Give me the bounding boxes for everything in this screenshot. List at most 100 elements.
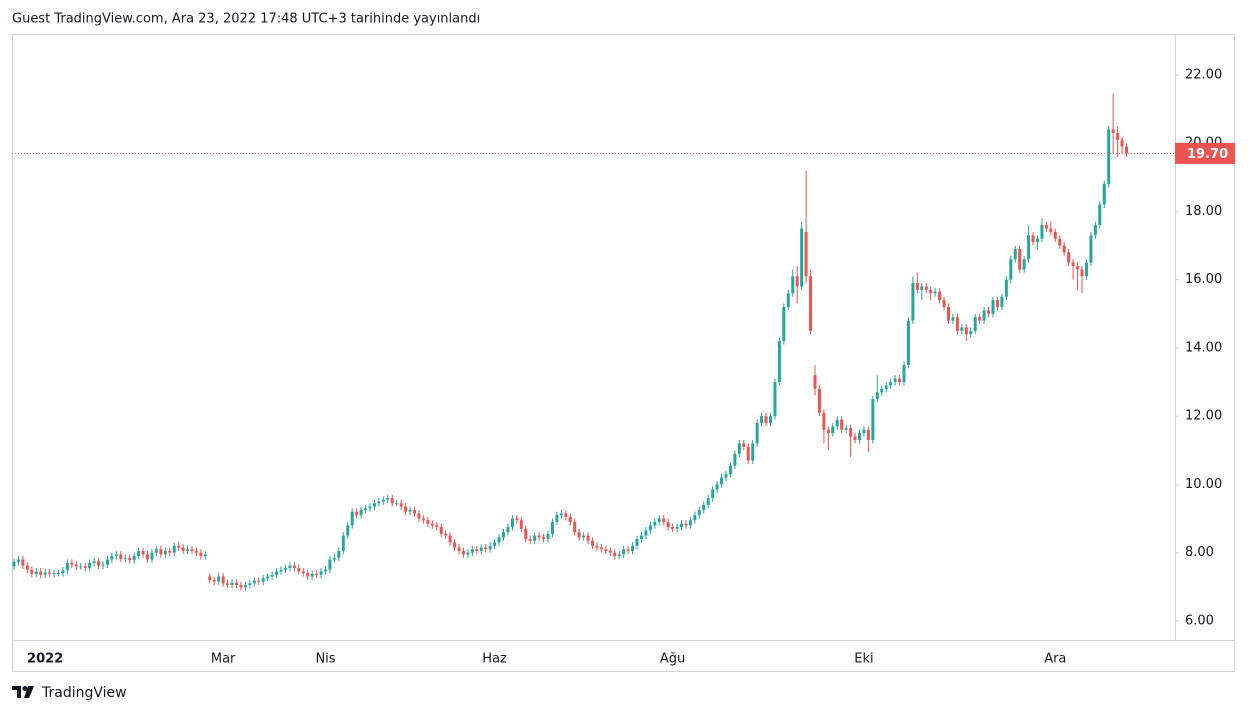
candle-body <box>502 532 505 538</box>
candle-body <box>114 554 118 557</box>
candle-body <box>809 276 813 331</box>
candle-body <box>1116 132 1120 140</box>
x-tick-label: Eki <box>854 652 873 667</box>
candle-body <box>506 527 510 533</box>
candle-body <box>355 511 359 516</box>
candle-body <box>871 399 875 441</box>
x-tick-label: Mar <box>211 652 236 667</box>
candle-body <box>724 474 728 478</box>
y-tick-label: 16.00 <box>1185 272 1222 287</box>
candle-body <box>822 412 826 430</box>
candle-body <box>328 559 332 570</box>
candle-body <box>364 508 368 510</box>
candle-body <box>662 518 666 522</box>
candle-body <box>1000 296 1004 307</box>
candle-body <box>132 556 136 561</box>
candle-body <box>898 378 902 383</box>
candle-body <box>172 545 176 553</box>
candle-body <box>230 582 234 586</box>
candle-body <box>924 286 928 290</box>
candle-body <box>933 291 937 294</box>
candle-body <box>1102 184 1106 205</box>
candle-body <box>639 535 643 539</box>
candle-body <box>141 550 145 555</box>
candle-body <box>21 559 25 566</box>
candle-body <box>386 498 390 500</box>
candle-body <box>626 549 630 551</box>
candle-body <box>1044 225 1048 229</box>
candle-body <box>359 509 363 516</box>
candle-body <box>800 228 804 287</box>
candle-body <box>310 573 314 577</box>
candle-body <box>795 276 799 287</box>
candle-body <box>915 283 919 290</box>
candle-body <box>301 571 305 574</box>
candle-body <box>1093 225 1097 236</box>
candle-body <box>1062 245 1066 253</box>
candle-body <box>813 375 817 389</box>
candle-body <box>1111 129 1115 133</box>
candle-body <box>586 535 590 541</box>
y-tick-label: 18.00 <box>1185 204 1222 219</box>
candle-body <box>288 565 292 569</box>
candle-body <box>266 576 270 579</box>
candle-body <box>484 547 488 550</box>
candle-body <box>742 443 746 447</box>
candle-body <box>186 549 190 551</box>
candle-body <box>283 568 287 570</box>
candle-body <box>1107 129 1111 185</box>
candle-body <box>475 549 479 551</box>
candle-body <box>911 283 915 321</box>
candle-body <box>688 520 692 526</box>
candle-body <box>840 419 844 430</box>
candle-body <box>123 557 127 559</box>
candle-body <box>555 515 559 522</box>
candle-body <box>168 550 172 553</box>
candle-body <box>101 564 105 566</box>
candle-body <box>582 535 586 538</box>
candle-body <box>439 527 443 534</box>
candle-body <box>973 317 977 331</box>
candle-body <box>212 579 216 582</box>
candle-body <box>208 576 212 580</box>
candle-body <box>319 571 323 575</box>
y-tick-label: 10.00 <box>1185 477 1222 492</box>
candle-body <box>435 525 439 528</box>
candle-body <box>1071 262 1075 267</box>
candle-body <box>546 533 550 539</box>
candle-body <box>292 565 296 569</box>
candle-body <box>684 523 688 526</box>
candle-body <box>297 568 301 572</box>
candle-body <box>715 484 719 490</box>
candle-body <box>831 426 835 434</box>
candle-body <box>884 385 888 389</box>
candle-body <box>61 570 65 574</box>
candle-body <box>341 535 345 551</box>
candle-body <box>648 525 652 531</box>
candle-body <box>631 545 635 551</box>
candle-body <box>524 528 528 539</box>
candle-body <box>893 378 897 383</box>
candle-body <box>542 537 546 539</box>
candle-body <box>559 513 563 516</box>
candle-body <box>764 416 768 423</box>
candle-body <box>1036 238 1039 243</box>
candle-body <box>408 509 412 512</box>
candle-body <box>666 521 670 528</box>
candle-body <box>128 557 132 561</box>
candle-body <box>1053 231 1057 239</box>
candle-body <box>261 578 265 582</box>
candle-body <box>804 231 808 277</box>
candle-body <box>844 428 848 430</box>
candle-body <box>938 291 942 301</box>
candle-body <box>728 465 732 475</box>
candle-body <box>960 327 964 331</box>
candle-body <box>622 549 626 555</box>
candle-body <box>875 392 879 400</box>
candle-body <box>568 516 572 522</box>
candle-body <box>862 429 866 434</box>
last-price-label: 19.70 <box>1187 147 1228 162</box>
candle-body <box>421 518 425 521</box>
